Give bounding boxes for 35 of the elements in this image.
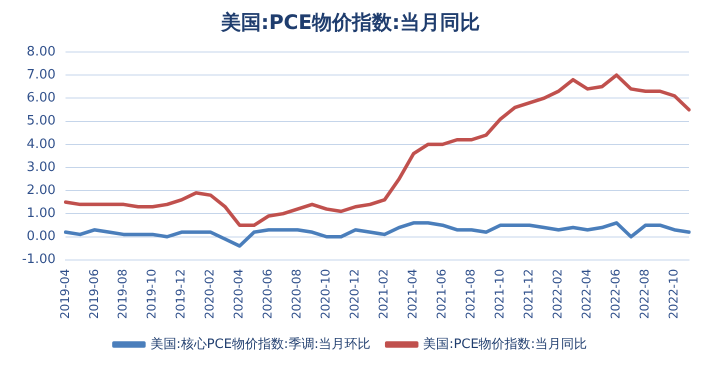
x-tick-label: 2022-02 — [550, 268, 565, 319]
x-tick-label: 2021-10 — [492, 268, 507, 319]
x-tick-label: 2019-08 — [116, 268, 130, 319]
chart-title: 美国:PCE物价指数:当月同比 — [220, 10, 480, 34]
y-tick-label: 5.00 — [26, 114, 56, 129]
x-tick-label: 2020-04 — [232, 268, 246, 319]
y-tick-label: 7.00 — [26, 67, 56, 82]
x-tick-label: 2019-12 — [174, 268, 188, 319]
x-tick-label: 2022-10 — [666, 268, 681, 319]
legend-label: 美国:PCE物价指数:当月同比 — [423, 336, 588, 352]
x-tick-label: 2021-12 — [522, 268, 536, 319]
x-tick-label: 2019-06 — [86, 268, 101, 319]
x-tick-label: 2019-10 — [144, 268, 159, 319]
x-tick-label: 2019-04 — [58, 268, 72, 319]
y-tick-label: 8.00 — [26, 44, 56, 60]
x-tick-label: 2021-08 — [464, 268, 478, 319]
y-tick-label: 1.00 — [26, 206, 56, 222]
x-tick-label: 2020-06 — [260, 268, 275, 319]
x-tick-label: 2021-06 — [434, 268, 449, 319]
x-tick-label: 2021-02 — [376, 268, 391, 319]
x-tick-label: 2022-06 — [608, 268, 623, 319]
y-tick-label: 2.00 — [26, 182, 56, 198]
legend-label: 美国:核心PCE物价指数:季调:当月环比 — [150, 336, 371, 352]
x-tick-label: 2021-04 — [406, 268, 420, 319]
y-tick-label: 0.00 — [26, 229, 56, 244]
x-tick-label: 2020-12 — [348, 268, 362, 319]
x-tick-label: 2020-02 — [202, 268, 217, 319]
x-tick-label: 2020-08 — [290, 268, 304, 319]
y-tick-label: 6.00 — [26, 90, 56, 106]
x-tick-label: 2020-10 — [318, 268, 333, 319]
x-tick-label: 2022-04 — [580, 268, 594, 319]
y-tick-label: 4.00 — [26, 136, 56, 152]
y-tick-label: -1.00 — [22, 252, 56, 268]
y-tick-label: 3.00 — [26, 160, 56, 175]
x-tick-label: 2022-08 — [638, 268, 652, 319]
